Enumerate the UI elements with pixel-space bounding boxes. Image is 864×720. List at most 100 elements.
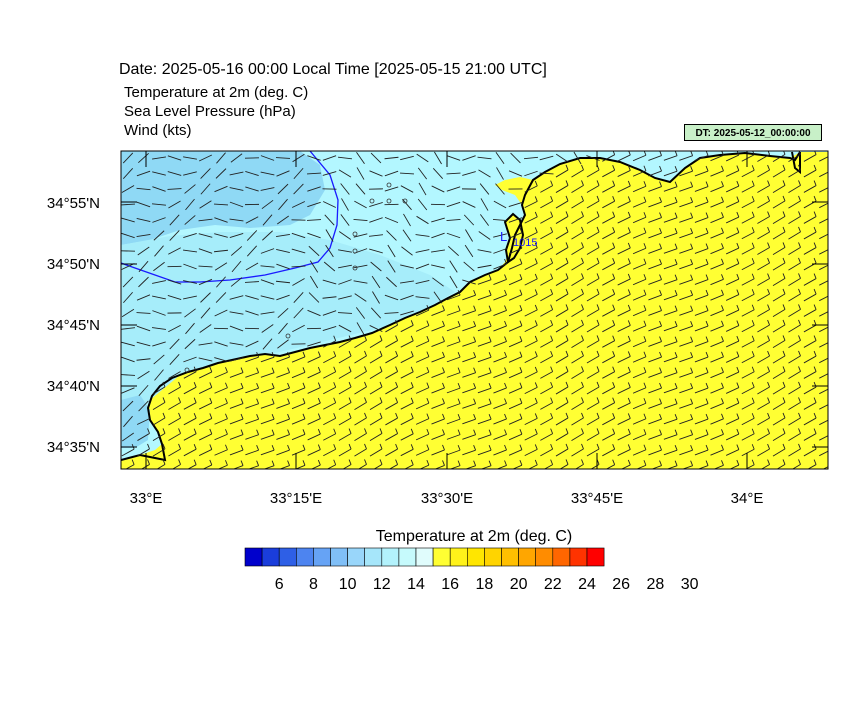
wind-barb [446, 351, 461, 363]
wind-barb [260, 398, 275, 409]
wind-barb [462, 398, 477, 409]
wind-barb [229, 233, 244, 238]
wind-barb [276, 263, 290, 270]
wind-barb [617, 413, 631, 425]
wind-barb [772, 319, 786, 333]
wind-barb [741, 351, 755, 364]
wind-barb [632, 227, 647, 239]
wind-barb [136, 325, 151, 332]
wind-barb [276, 248, 290, 254]
wind-barb [540, 242, 554, 255]
wind-barb [400, 310, 414, 316]
wind-barb [356, 152, 365, 164]
wind-barb [694, 196, 709, 208]
wind-barb [586, 195, 600, 209]
wind-barb [294, 460, 306, 469]
colorbar-label: 30 [680, 576, 699, 593]
wind-barb [291, 367, 306, 379]
wind-barb [663, 305, 678, 316]
wind-barb [586, 366, 600, 379]
wind-barb [617, 211, 631, 224]
wind-barbs [121, 151, 828, 469]
wind-barb [632, 243, 647, 255]
wind-barb [772, 242, 786, 255]
wind-barb [617, 397, 631, 410]
wind-barb [260, 248, 275, 254]
wind-barb [292, 278, 305, 286]
wind-barb [138, 260, 149, 273]
wind-barb [586, 288, 600, 302]
wind-barb [788, 164, 801, 178]
wind-barb [214, 429, 228, 441]
wind-barb [508, 320, 523, 332]
wind-barb [446, 382, 461, 394]
wind-barb [757, 288, 770, 302]
wind-barb [152, 280, 166, 284]
wind-barb [617, 335, 631, 348]
wind-barb [710, 444, 724, 456]
wind-barb [620, 459, 631, 469]
wind-barb [338, 397, 352, 410]
wind-barb [524, 227, 538, 240]
wind-barb [309, 275, 319, 289]
wind-barb [260, 187, 275, 191]
wind-barb [617, 165, 631, 177]
wind-barb [632, 165, 647, 177]
wind-barb [524, 428, 538, 441]
wind-barb [354, 335, 367, 348]
wind-barb [245, 216, 259, 224]
wind-barb [524, 351, 538, 364]
wind-barb [463, 214, 475, 226]
wind-barb [539, 172, 554, 175]
wind-barb [725, 382, 740, 394]
colorbar-label: 22 [543, 576, 562, 593]
wind-barb [632, 382, 647, 394]
wind-barb [819, 373, 828, 379]
wind-barb [477, 264, 492, 269]
wind-barb [446, 232, 461, 239]
calm-marker [352, 248, 358, 254]
wind-barb [477, 249, 492, 253]
wind-barb [741, 196, 755, 209]
wind-barb [540, 304, 554, 317]
wind-barb [617, 351, 631, 363]
wind-barb [431, 305, 445, 317]
wind-barb [602, 227, 616, 240]
wind-barb [260, 311, 275, 315]
wind-barb [322, 296, 337, 299]
wind-barb [571, 366, 584, 379]
wind-barb [183, 397, 197, 410]
wind-barb [632, 351, 647, 363]
wind-barb [694, 444, 709, 456]
wind-barb [822, 466, 828, 469]
wind-barb [741, 320, 755, 333]
wind-barb [200, 292, 211, 303]
wind-barb [605, 459, 616, 469]
wind-barb [741, 227, 755, 240]
wind-barb [555, 226, 569, 240]
wind-barb [741, 242, 755, 255]
wind-barb [648, 367, 662, 378]
colorbar-label: 20 [509, 576, 528, 593]
wind-barb [415, 382, 430, 394]
wind-barb [198, 382, 213, 394]
wind-barb [555, 319, 569, 333]
wind-barb [184, 184, 196, 194]
wind-barb [260, 279, 275, 285]
wind-barb [167, 294, 182, 301]
wind-barb [323, 335, 337, 348]
wind-barb [369, 170, 383, 177]
wind-barb [725, 335, 740, 348]
wind-barb [679, 305, 694, 316]
wind-barb [555, 397, 569, 410]
wind-barb [555, 366, 569, 379]
wind-barb [415, 366, 430, 379]
wind-barb [648, 289, 662, 301]
wind-barb [446, 305, 461, 316]
wind-barb [431, 185, 445, 193]
wind-barb [138, 152, 149, 164]
wind-barb [417, 198, 428, 211]
wind-barb [477, 351, 492, 363]
wind-barb [694, 274, 709, 285]
wind-barb [602, 351, 616, 364]
